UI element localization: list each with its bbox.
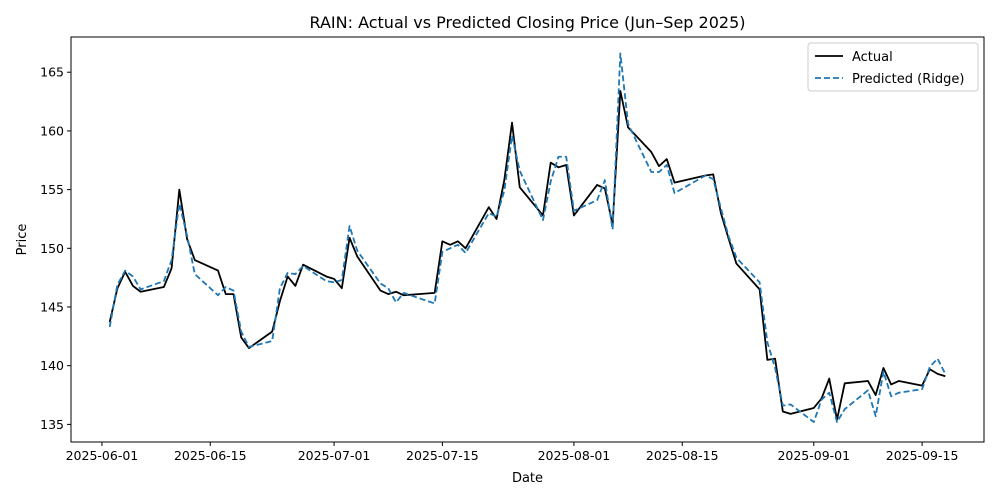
y-tick-label: 145 xyxy=(40,300,64,315)
x-tick-label: 2025-09-15 xyxy=(886,448,959,463)
y-tick-label: 155 xyxy=(40,182,64,197)
x-tick-label: 2025-07-01 xyxy=(298,448,371,463)
y-axis: 135 140 145 150 155 160 165 xyxy=(40,65,71,432)
y-tick-label: 135 xyxy=(40,417,64,432)
y-tick-label: 165 xyxy=(40,65,64,80)
series-line-predicted xyxy=(108,52,947,423)
series-line-actual xyxy=(108,90,946,421)
legend: Actual Predicted (Ridge) xyxy=(807,42,979,92)
x-tick-label: 2025-07-15 xyxy=(406,448,479,463)
x-axis-label: Date xyxy=(512,471,543,486)
plot-frame xyxy=(70,36,985,443)
legend-box xyxy=(807,42,979,92)
x-tick-label: 2025-09-01 xyxy=(777,448,850,463)
x-tick-label: 2025-08-01 xyxy=(538,448,611,463)
x-tick-label: 2025-06-15 xyxy=(174,448,247,463)
y-tick-label: 150 xyxy=(40,241,64,256)
x-tick-label: 2025-06-01 xyxy=(66,448,139,463)
x-tick-label: 2025-08-15 xyxy=(646,448,719,463)
chart-title: RAIN: Actual vs Predicted Closing Price … xyxy=(309,13,745,32)
y-tick-label: 160 xyxy=(40,123,64,138)
plot-area xyxy=(71,37,984,442)
legend-label-actual: Actual xyxy=(852,50,893,65)
x-axis: 2025-06-01 2025-06-15 2025-07-01 2025-07-15… xyxy=(66,442,959,463)
y-axis-label: Price xyxy=(15,224,30,256)
legend-label-predicted: Predicted (Ridge) xyxy=(852,72,964,87)
series-layer xyxy=(108,52,947,423)
y-tick-label: 140 xyxy=(40,358,64,373)
